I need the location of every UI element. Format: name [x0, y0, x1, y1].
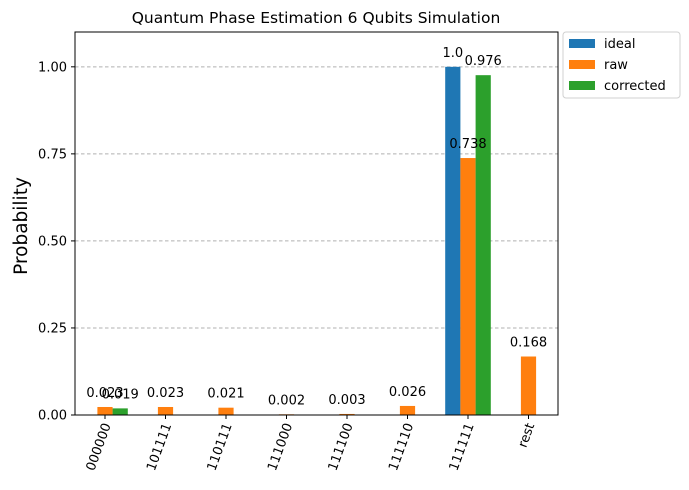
data-label-raw-111100: 0.003 — [328, 393, 365, 408]
data-label-raw-rest: 0.168 — [510, 336, 547, 351]
data-label-raw-111000: 0.002 — [268, 393, 305, 408]
legend-label-raw: raw — [604, 58, 628, 73]
legend-label-ideal: ideal — [604, 37, 635, 52]
data-label-raw-111110: 0.026 — [389, 385, 426, 400]
data-label-raw-101111: 0.023 — [147, 386, 184, 401]
bar-raw-111111 — [460, 158, 476, 416]
legend-swatch-ideal — [569, 39, 595, 48]
data-label-raw-000000: 0.023 — [86, 386, 123, 401]
data-label-corrected-111111: 0.976 — [465, 54, 502, 69]
data-label-raw-111111: 0.738 — [449, 137, 486, 152]
bar-raw-000000 — [97, 406, 113, 415]
legend-label-corrected: corrected — [604, 79, 666, 94]
bar-ideal-111111 — [445, 66, 461, 416]
y-tick-label: 0.00 — [38, 409, 67, 424]
data-label-ideal-111111: 1.0 — [442, 46, 463, 61]
y-tick-label: 1.00 — [38, 60, 67, 75]
y-tick-label: 0.50 — [38, 234, 67, 249]
data-label-corrected-000000: 0.019 — [102, 387, 139, 402]
y-tick-label: 0.75 — [38, 147, 67, 162]
chart-title: Quantum Phase Estimation 6 Qubits Simula… — [132, 9, 501, 27]
legend-swatch-raw — [569, 60, 595, 69]
legend-swatch-corrected — [569, 81, 595, 90]
bar-raw-110111 — [218, 407, 234, 415]
y-axis-label: Probability — [11, 177, 32, 275]
bar-raw-rest — [520, 356, 537, 415]
plot-frame — [74, 31, 559, 416]
bar-corrected-111111 — [475, 75, 491, 415]
bar-corrected-000000 — [112, 408, 128, 415]
y-tick-label: 0.25 — [38, 321, 67, 336]
data-label-raw-110111: 0.021 — [207, 387, 244, 402]
bar-raw-111100 — [339, 413, 355, 415]
bar-raw-111110 — [399, 405, 416, 415]
bar-raw-101111 — [157, 406, 174, 415]
